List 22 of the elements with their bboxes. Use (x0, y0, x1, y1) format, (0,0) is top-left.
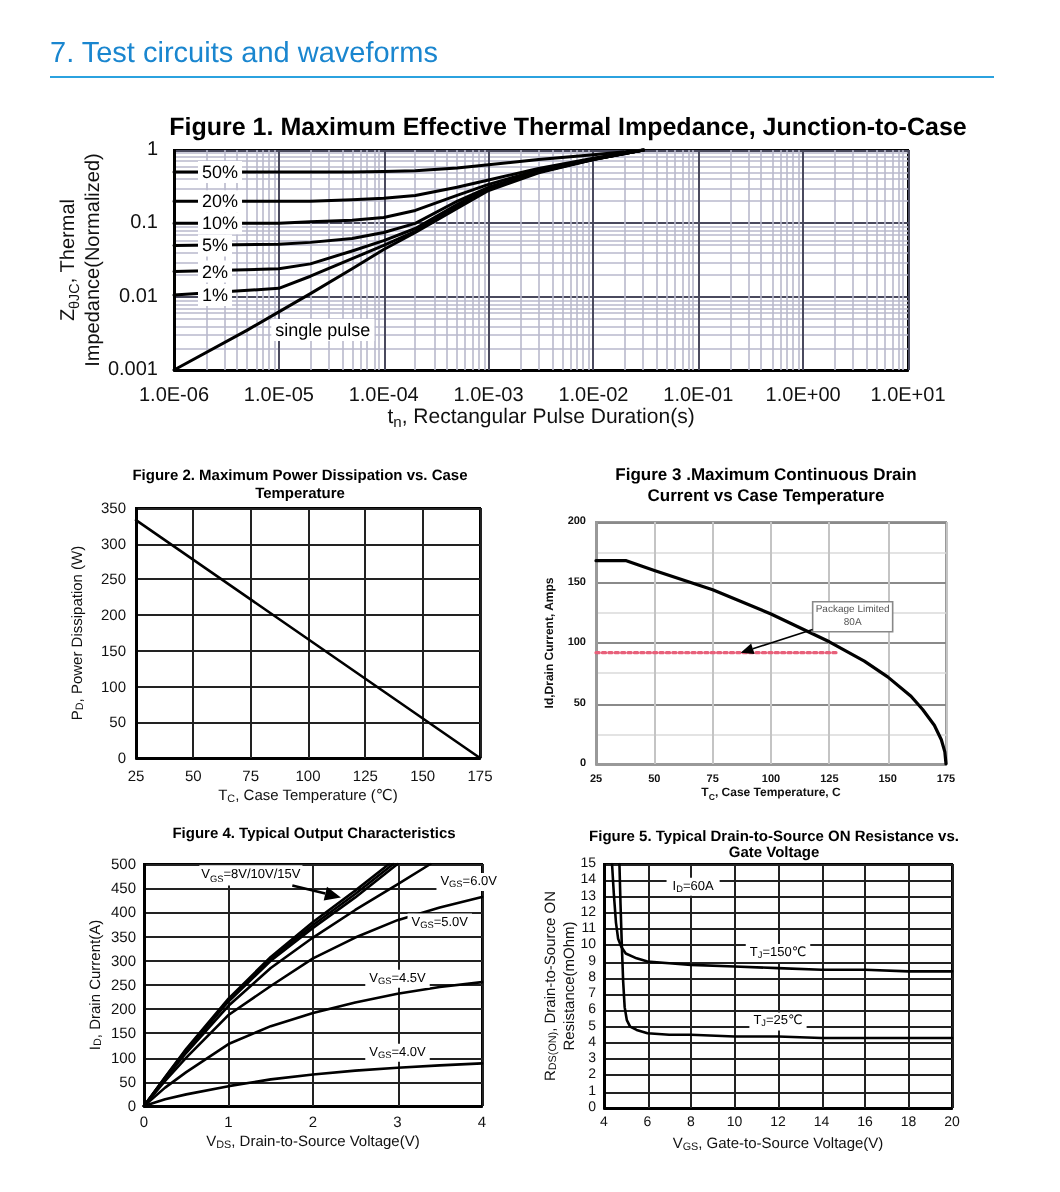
series-label: 1% (202, 285, 229, 306)
series-label: 20% (202, 191, 239, 212)
x-tick-label: 1.0E-05 (243, 385, 315, 407)
chart-title: Figure 1. Maximum Effective Thermal Impedance, Junction-to-Case (169, 113, 967, 141)
series-label: 10% (202, 213, 239, 234)
y-tick-label: 0.1 (130, 212, 159, 235)
series-label: 2% (202, 261, 229, 282)
series-label: 5% (202, 235, 229, 256)
x-tick-label: 1.0E-06 (138, 385, 210, 407)
series-label: 50% (202, 162, 239, 183)
text: 7. Test circuits and waveforms (50, 38, 994, 77)
y-tick-label: 0.001 (107, 359, 159, 381)
x-tick-label: 1.0E-04 (348, 385, 420, 407)
x-tick-label: 1.0E+01 (870, 385, 947, 407)
y-tick-label: 1 (146, 139, 159, 161)
chart-title: Figure 3 .Maximum Continuous Drain Current vs Case Temperature (615, 464, 917, 505)
y-tick-label: 0.01 (119, 285, 159, 308)
x-tick-label: 1.0E-03 (453, 385, 525, 407)
x-tick-label: 1.0E+00 (765, 385, 842, 407)
series-label: single pulse (275, 320, 371, 341)
x-tick-label: 1.0E-01 (663, 385, 735, 407)
x-tick-label: 1.0E-02 (558, 385, 630, 407)
